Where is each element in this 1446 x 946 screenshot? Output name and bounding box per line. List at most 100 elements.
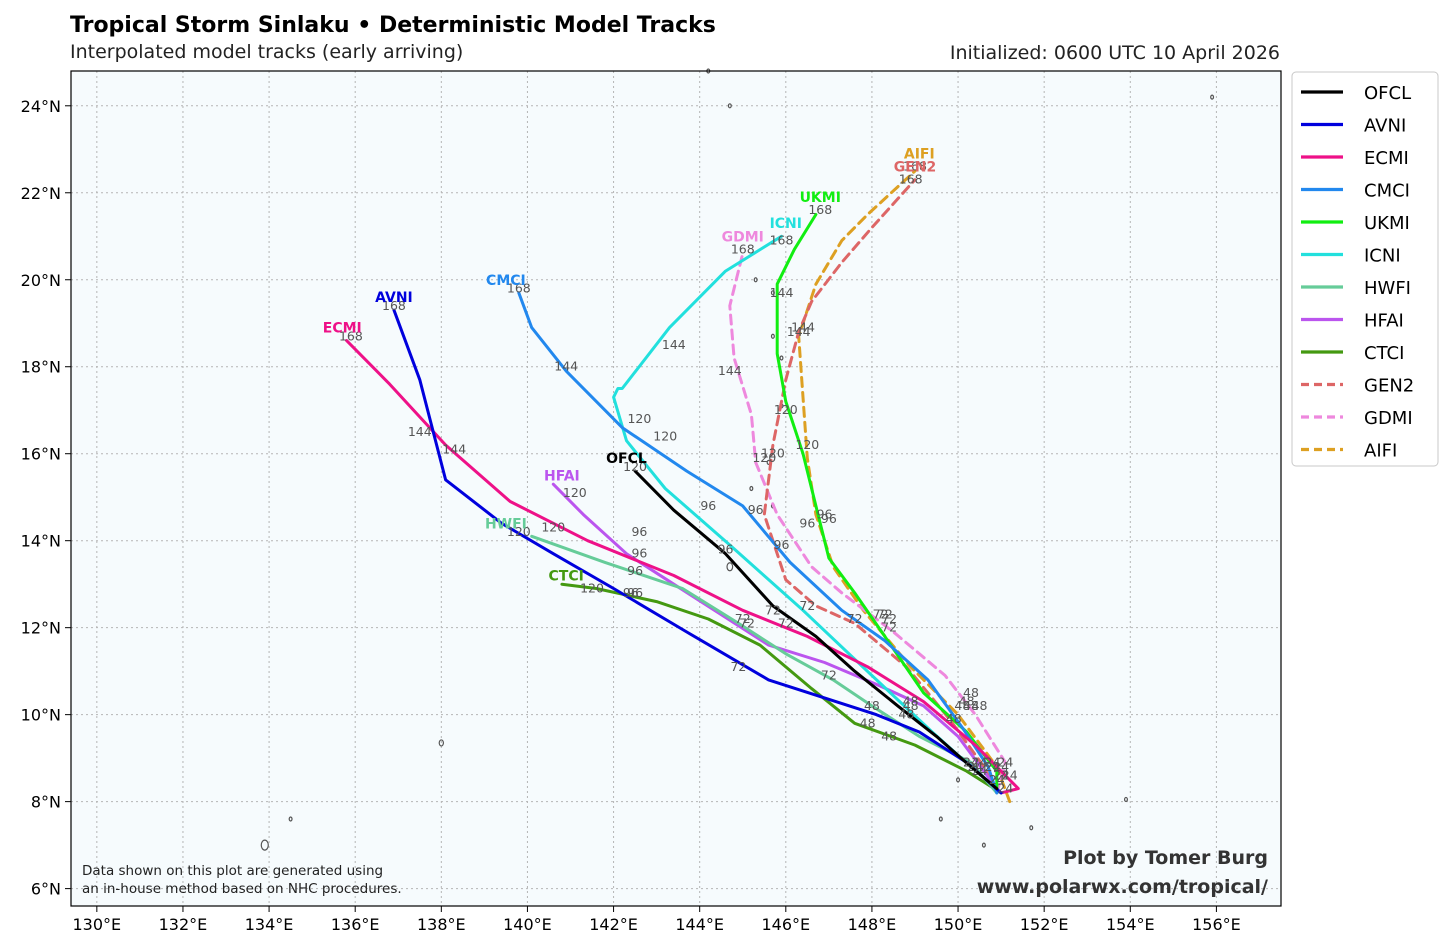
hour-label-avni-144: 144 [442,441,466,456]
y-tick-label-14: 14°N [21,532,61,551]
x-tick-label-130: 130°E [73,915,122,934]
island-outline-2 [288,816,293,822]
hour-label-icni-120: 120 [627,411,651,426]
track-avni [392,308,1003,795]
hour-label-avni-96: 96 [623,585,639,600]
hour-label-ecmi-144: 144 [408,424,432,439]
legend-label-hwfi: HWFI [1364,278,1411,299]
hour-label-ofcl-24: 24 [989,772,1005,787]
hour-label-ctci-120: 120 [580,581,604,596]
hour-label-avni-48: 48 [860,715,876,730]
hour-label-ofcl-120: 120 [623,459,647,474]
hour-label-cmci-24: 24 [985,754,1001,769]
hour-label-ukmi-24: 24 [993,759,1009,774]
model-label-gdmi: GDMI [722,229,764,245]
island-outline-13 [770,290,775,296]
model-label-ukmi: UKMI [800,190,841,206]
x-tick-label-132: 132°E [159,915,208,934]
credit-author: Plot by Tomer Burg [1063,847,1268,869]
legend-label-ukmi: UKMI [1364,213,1410,234]
hour-label-gen2-24: 24 [993,768,1009,783]
legend-label-cmci: CMCI [1364,181,1410,202]
legend-label-aifi: AIFI [1364,441,1397,462]
island-outline-4 [1029,825,1034,831]
hour-label-hwfi-72: 72 [735,611,751,626]
hour-label-avni-72: 72 [730,659,746,674]
hour-label-avni-24: 24 [967,759,983,774]
model-label-icni: ICNI [770,216,802,232]
hour-label-gen2-120: 120 [761,446,785,461]
model-end-labels: OFCL AVNI ECMI CMCI UKMI ICNI HWFI HFAI CTCI GEN2… [323,147,936,585]
x-tick-label-152: 152°E [1020,915,1069,934]
model-label-aifi: AIFI [904,147,935,163]
x-tick-label-136: 136°E [331,915,380,934]
x-tick-label-146: 146°E [761,915,810,934]
y-tick-label-10: 10°N [21,706,61,725]
model-label-gen2: GEN2 [894,160,937,176]
hour-label-icni-48: 48 [946,711,962,726]
hour-label-gdmi-144: 144 [718,363,742,378]
y-tick-label-6: 6°N [31,880,61,899]
hour-label-ctci-48: 48 [864,698,880,713]
x-tick-label-142: 142°E [589,915,638,934]
hour-label-aifi-24: 24 [997,781,1013,796]
legend-label-ofcl: OFCL [1364,83,1411,104]
hour-label-hfai-96: 96 [631,546,647,561]
hour-label-gdmi-24: 24 [997,754,1013,769]
hour-label-hwfi-96: 96 [627,563,643,578]
legend-box [1291,71,1439,467]
island-outline-5 [1123,796,1128,803]
hour-label-ecmi-48: 48 [903,698,919,713]
model-label-ecmi: ECMI [323,321,362,337]
x-tick-label-140: 140°E [503,915,552,934]
hour-label-cmci-120: 120 [653,428,677,443]
legend-label-ctci: CTCI [1364,343,1404,364]
hour-label-gdmi-96: 96 [799,515,815,530]
track-icni [612,234,999,791]
hour-label-ofcl-48: 48 [898,707,914,722]
model-label-ctci: CTCI [549,568,584,584]
data-note-line1: Data shown on this plot are generated us… [82,863,383,879]
island-outline-12 [753,277,758,283]
plot-frame [70,70,1282,907]
legend-label-gen2: GEN2 [1364,376,1414,397]
y-tick-label-8: 8°N [31,793,61,812]
hour-label-cmci-48: 48 [954,698,970,713]
x-tick-label-144: 144°E [675,915,724,934]
hour-label-ofcl-72: 72 [765,602,781,617]
legend-label-hfai: HFAI [1364,311,1404,332]
hour-label-ukmi-72: 72 [881,611,897,626]
x-tick-label-154: 154°E [1106,915,1155,934]
hour-label-cmci-144: 144 [554,359,578,374]
hour-label-gen2-72: 72 [847,611,863,626]
hour-label-ctci-72: 72 [821,668,837,683]
island-outline-1 [260,839,269,851]
hour-label-icni-72: 72 [799,598,815,613]
credit-url: www.polarwx.com/tropical/ [977,876,1268,898]
hour-label-aifi-48: 48 [972,698,988,713]
hour-label-gdmi-120: 120 [752,450,776,465]
hour-label-ukmi-144: 144 [770,285,794,300]
hour-label-ofcl-96: 96 [718,541,734,556]
legend: OFCL AVNI ECMI CMCI UKMI ICNI HWFI HFAI CTCI GEN2… [1301,83,1414,462]
hour-label-icni-96: 96 [700,498,716,513]
model-tracks [345,169,1020,804]
hour-label-ecmi-72: 72 [778,615,794,630]
hour-label-hfai-120: 120 [563,485,587,500]
model-label-avni: AVNI [375,290,413,306]
island-outline-18 [938,816,943,822]
hour-label-avni-120: 120 [541,520,565,535]
hour-label-ukmi-168: 168 [808,202,832,217]
y-tick-label-22: 22°N [21,184,61,203]
island-outline-7 [749,485,754,492]
hour-label-avni-168: 168 [382,298,406,313]
hour-label-cmci-96: 96 [748,502,764,517]
island-outline-14 [726,562,734,572]
hour-label-aifi-72: 72 [881,620,897,635]
gridlines [71,71,1281,906]
track-cmci [517,291,999,795]
model-label-ofcl: OFCL [606,451,647,467]
init-time: Initialized: 0600 UTC 10 April 2026 [950,42,1280,64]
y-tick-label-24: 24°N [21,97,61,116]
